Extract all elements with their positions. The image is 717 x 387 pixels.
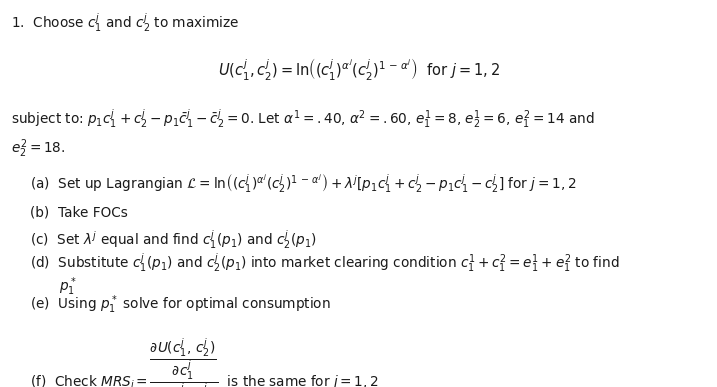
Text: (e)  Using $p_1^*$ solve for optimal consumption: (e) Using $p_1^*$ solve for optimal cons…	[30, 293, 331, 315]
Text: 1.  Choose $c_1^j$ and $c_2^j$ to maximize: 1. Choose $c_1^j$ and $c_2^j$ to maximiz…	[11, 12, 239, 35]
Text: (d)  Substitute $c_1^j(p_1)$ and $c_2^j(p_1)$ into market clearing condition $c_: (d) Substitute $c_1^j(p_1)$ and $c_2^j(p…	[30, 252, 619, 276]
Text: $U(c_1^j, c_2^j) = \ln\!\left((c_1^j)^{\alpha^j}(c_2^j)^{1\,-\,\alpha^j}\right)$: $U(c_1^j, c_2^j) = \ln\!\left((c_1^j)^{\…	[217, 56, 500, 82]
Text: (b)  Take FOCs: (b) Take FOCs	[30, 206, 128, 220]
Text: subject to: $p_1 c_1^j + c_2^j - p_1 \bar{c}_1^j - \bar{c}_2^j = 0$. Let $\alpha: subject to: $p_1 c_1^j + c_2^j - p_1 \ba…	[11, 108, 595, 132]
Text: (c)  Set $\lambda^j$ equal and find $c_1^j(p_1)$ and $c_2^j(p_1)$: (c) Set $\lambda^j$ equal and find $c_1^…	[30, 229, 317, 252]
Text: $e_2^2 = 18.$: $e_2^2 = 18.$	[11, 137, 66, 160]
Text: (f)  Check $MRS_j = \dfrac{\dfrac{\partial U(c_1^j,\,c_2^j)}{\partial c_1^j}}{\d: (f) Check $MRS_j = \dfrac{\dfrac{\partia…	[30, 337, 379, 387]
Text: (a)  Set up Lagrangian $\mathcal{L} = \ln\!\left((c_1^j)^{\alpha^j}(c_2^j)^{1\,-: (a) Set up Lagrangian $\mathcal{L} = \ln…	[30, 172, 576, 195]
Text: $p_1^*$: $p_1^*$	[59, 276, 77, 298]
